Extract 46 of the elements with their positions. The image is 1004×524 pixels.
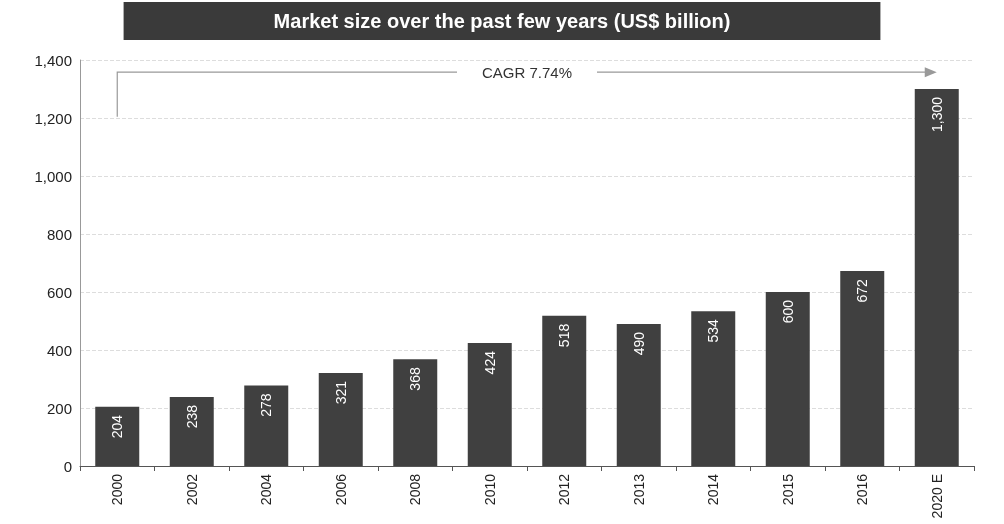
x-tick-label: 2010: [481, 473, 498, 506]
x-tick-label: 2008: [407, 473, 424, 506]
annotation: CAGR 7.74%: [481, 63, 573, 81]
data-label: 204: [109, 414, 126, 439]
bar: [95, 406, 140, 466]
bar: [840, 271, 885, 466]
y-tick-label: 400: [46, 341, 72, 359]
y-tick-label: 1,200: [34, 109, 72, 127]
data-label: 1,300: [928, 96, 945, 133]
x-tick-label: 2006: [332, 473, 349, 506]
bar: [616, 323, 661, 466]
y-tick-label: 1,000: [34, 167, 72, 185]
y-tick-label: 0: [63, 457, 72, 475]
data-label: 368: [407, 367, 424, 391]
bar: [691, 311, 736, 466]
x-tick-label: 2016: [854, 473, 871, 506]
x-tick-label: 2015: [779, 473, 796, 506]
data-label: 600: [779, 299, 796, 324]
chart-title: Market size over the past few years (US$ billion): [273, 10, 731, 32]
y-tick-label: 800: [46, 225, 72, 243]
data-label: 490: [630, 331, 647, 356]
y-tick-label: 1,400: [34, 51, 72, 69]
x-tick-label: 2000: [109, 473, 126, 506]
data-label: 238: [183, 404, 200, 429]
x-tick-label: 2014: [705, 473, 722, 506]
data-label: 534: [705, 318, 722, 343]
bar: [914, 89, 959, 466]
bar: [318, 372, 363, 466]
bar: [393, 359, 438, 466]
bar: [467, 343, 512, 466]
y-tick-label: 200: [46, 399, 72, 417]
y-tick-label: 600: [46, 283, 72, 301]
data-label: 278: [258, 393, 275, 417]
x-tick-label: 2004: [258, 473, 275, 506]
bar: [765, 292, 810, 466]
bar: [169, 396, 214, 466]
x-tick-label: 2013: [630, 473, 647, 506]
x-tick-label: 2020 E: [928, 474, 945, 519]
data-label: 424: [481, 350, 498, 375]
data-label: 672: [854, 278, 871, 303]
bar: [244, 385, 289, 466]
data-label: 321: [332, 380, 349, 405]
x-tick-label: 2012: [556, 473, 573, 506]
x-tick-label: 2002: [183, 473, 200, 506]
bar: [542, 315, 587, 466]
data-label: 518: [556, 323, 573, 348]
